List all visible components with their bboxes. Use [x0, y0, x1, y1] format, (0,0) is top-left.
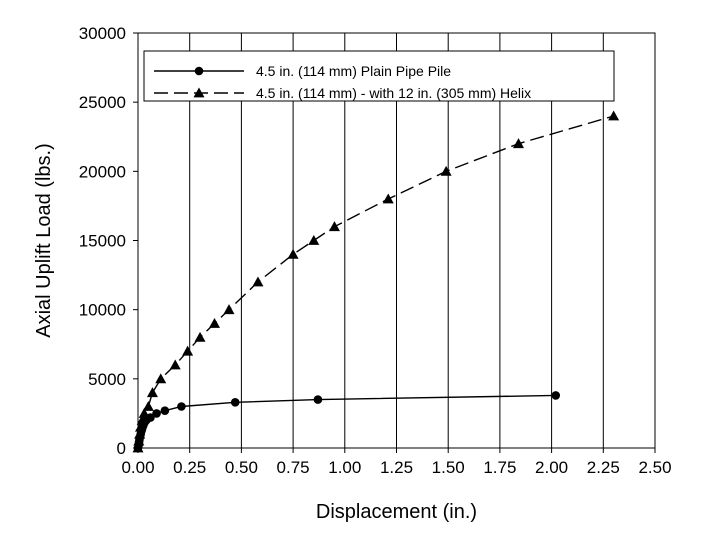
x-tick-label: 2.50 [638, 458, 671, 477]
data-point-triangle [142, 401, 154, 411]
data-point-triangle [133, 435, 145, 446]
data-point-triangle [169, 359, 181, 370]
data-point-triangle [223, 304, 235, 315]
data-point-triangle [155, 373, 167, 384]
legend-item: 4.5 in. (114 mm) - with 12 in. (305 mm) … [154, 85, 531, 101]
data-point-triangle [136, 414, 148, 425]
legend-label: 4.5 in. (114 mm) Plain Pipe Pile [256, 63, 451, 79]
x-tick-label: 0.00 [121, 458, 154, 477]
x-tick-label: 2.25 [587, 458, 620, 477]
data-point-triangle [440, 165, 452, 176]
y-tick-label: 10000 [79, 301, 126, 320]
data-point-triangle [146, 387, 158, 398]
data-point-triangle [209, 318, 221, 328]
x-tick-label: 1.75 [483, 458, 516, 477]
grid-lines [189, 33, 604, 448]
series-2 [132, 110, 620, 453]
legend: 4.5 in. (114 mm) Plain Pipe Pile 4.5 in. … [143, 50, 615, 102]
y-axis: 0 5000 10000 15000 20000 25000 30000 [79, 24, 138, 458]
data-series [132, 110, 620, 453]
data-point-circle [152, 409, 161, 418]
legend-marker-circle [194, 66, 204, 76]
y-tick-label: 25000 [79, 93, 126, 112]
x-tick-label: 1.50 [432, 458, 465, 477]
x-tick-label: 0.50 [225, 458, 258, 477]
data-point-triangle [308, 235, 320, 245]
data-point-triangle [382, 193, 394, 204]
x-axis-title: Displacement (in.) [316, 501, 477, 523]
x-tick-label: 0.25 [173, 458, 206, 477]
x-tick-label: 1.25 [380, 458, 413, 477]
x-axis: 0.00 0.25 0.50 0.75 1.00 1.25 1.50 1.75 2.00 2.25… [121, 448, 672, 477]
x-tick-label: 0.75 [277, 458, 310, 477]
y-tick-label: 5000 [88, 370, 126, 389]
data-point-triangle [608, 110, 620, 121]
legend-marker-triangle [193, 87, 205, 98]
data-point-triangle [252, 276, 264, 287]
data-point-triangle [138, 407, 150, 418]
data-point-triangle [134, 428, 146, 439]
data-point-triangle [287, 248, 299, 259]
data-point-circle [313, 395, 323, 404]
data-point-triangle [513, 138, 525, 149]
data-point-triangle [194, 331, 206, 342]
data-point-circle [160, 406, 170, 415]
data-point-circle [230, 398, 240, 407]
y-axis-title: Axial Uplift Load (lbs.) [33, 143, 55, 338]
data-point-circle [551, 391, 561, 400]
legend-label: 4.5 in. (114 mm) - with 12 in. (305 mm) … [256, 85, 531, 101]
data-point-triangle [328, 221, 340, 232]
y-tick-label: 30000 [79, 24, 126, 43]
y-tick-label: 20000 [79, 162, 126, 181]
x-tick-label: 2.00 [535, 458, 568, 477]
legend-item: 4.5 in. (114 mm) Plain Pipe Pile [154, 63, 451, 79]
x-tick-label: 1.00 [328, 458, 361, 477]
data-point-circle [177, 402, 186, 411]
y-tick-label: 15000 [79, 232, 126, 251]
y-tick-label: 0 [117, 439, 126, 458]
data-point-triangle [182, 345, 194, 356]
